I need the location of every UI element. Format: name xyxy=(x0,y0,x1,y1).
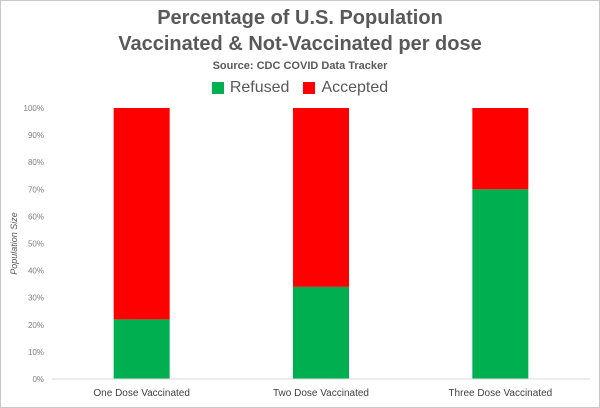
legend-label-refused: Refused xyxy=(229,79,290,96)
bar-refused-3 xyxy=(472,189,529,379)
bar-refused-1 xyxy=(113,319,170,379)
y-axis-ticks: 0% 10% 20% 30% 40% 50% 60% 70% 80% 90% 100% xyxy=(24,104,44,384)
x-category-label: Two Dose Vaccinated xyxy=(273,388,369,399)
y-axis-label: Population Size xyxy=(9,212,19,275)
y-tick-label: 0% xyxy=(32,375,44,384)
legend-label-accepted: Accepted xyxy=(321,79,389,96)
chart-subtitle: Source: CDC COVID Data Tracker xyxy=(212,60,388,72)
legend-swatch-accepted xyxy=(303,82,316,94)
y-tick-label: 70% xyxy=(28,185,44,194)
x-axis-categories: One Dose Vaccinated Two Dose Vaccinated Th… xyxy=(93,388,552,399)
chart-title-line-2: Vaccinated & Not-Vaccinated per dose xyxy=(118,33,482,55)
chart-legend: Refused Accepted xyxy=(0,78,600,98)
y-tick-label: 80% xyxy=(28,158,44,167)
bar-accepted-2 xyxy=(293,108,349,287)
y-tick-label: 20% xyxy=(28,321,44,330)
y-tick-label: 40% xyxy=(28,267,44,276)
bar-refused-2 xyxy=(293,286,349,379)
bar-accepted-3 xyxy=(472,108,529,190)
bars-group xyxy=(113,108,529,379)
chart-title-line-1: Percentage of U.S. Population xyxy=(157,7,443,29)
legend-item-refused: Refused xyxy=(211,78,290,98)
x-category-label: One Dose Vaccinated xyxy=(93,388,190,399)
x-category-label: Three Dose Vaccinated xyxy=(448,388,552,399)
bar-accepted-1 xyxy=(113,108,170,320)
y-tick-label: 50% xyxy=(28,240,44,249)
legend-item-accepted: Accepted xyxy=(303,78,388,98)
y-tick-label: 10% xyxy=(28,348,44,357)
y-tick-label: 60% xyxy=(28,212,44,221)
legend-swatch-refused xyxy=(211,82,224,94)
y-tick-label: 30% xyxy=(28,294,44,303)
y-tick-label: 90% xyxy=(28,131,44,140)
y-tick-label: 100% xyxy=(24,104,44,113)
